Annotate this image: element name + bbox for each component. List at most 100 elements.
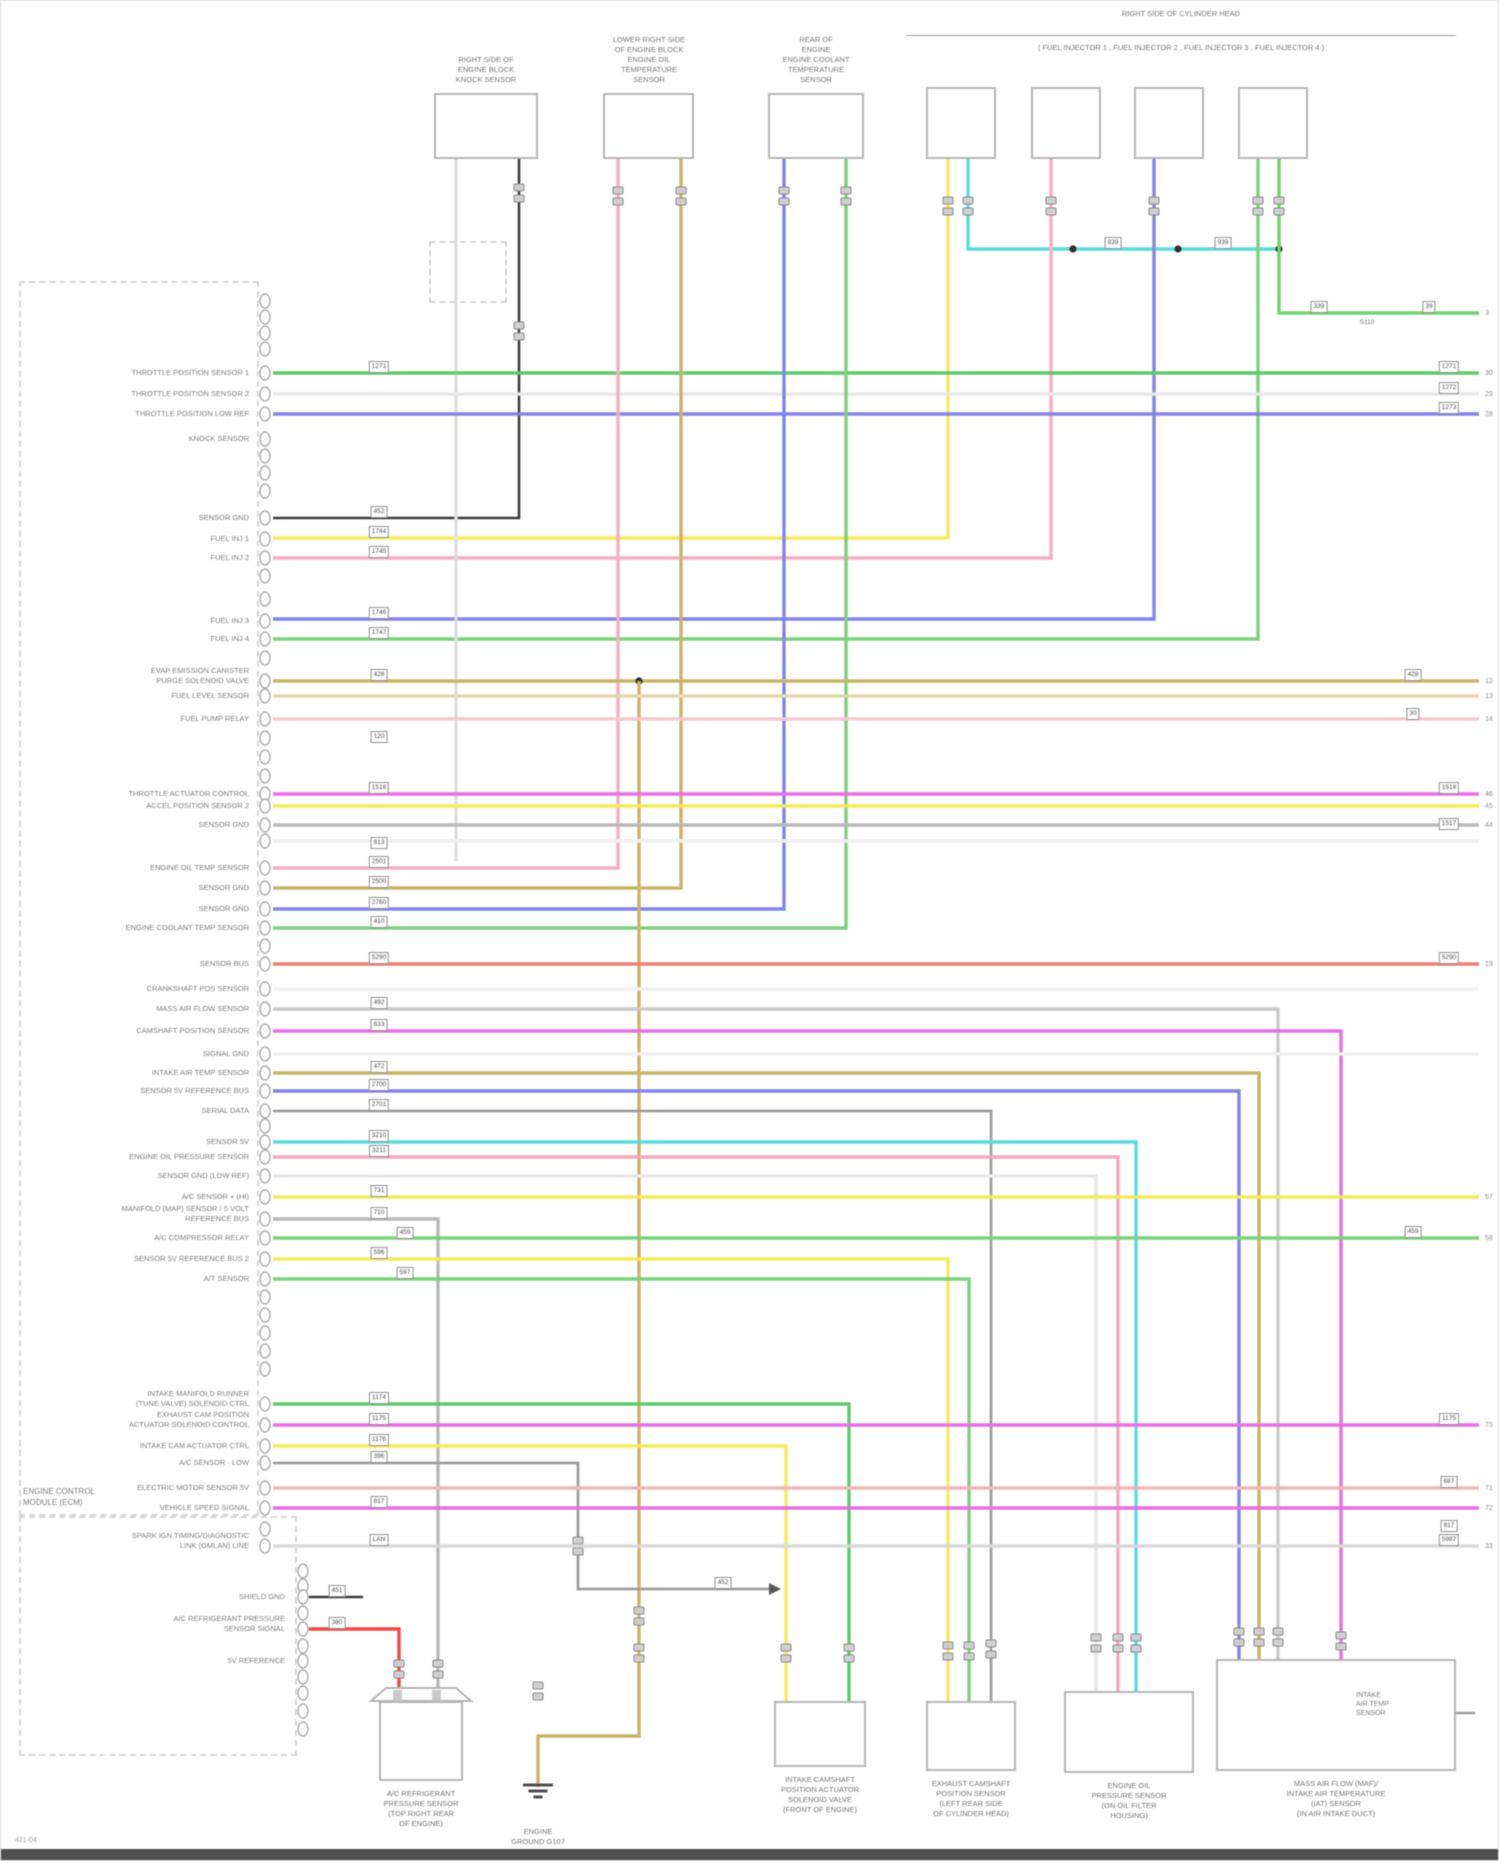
- wire-code-injector4-feed-out: 39: [1422, 301, 1436, 313]
- inline-connector-icon: [1335, 1631, 1347, 1640]
- ecm-row-label-32: A/C COMPRESSOR RELAY: [154, 1233, 249, 1242]
- footer-code: 421-04: [15, 1837, 37, 1844]
- ecm-pin: [259, 673, 271, 689]
- inline-connector-icon: [962, 207, 974, 216]
- inline-connector-icon: [780, 1654, 792, 1663]
- inline-connector-icon: [985, 1650, 997, 1659]
- ecm-pin: [259, 1289, 271, 1305]
- wire-ect-signal: [273, 159, 848, 930]
- wire-inj1-control: [273, 159, 950, 540]
- bracket-subtitle: ( FUEL INJECTOR 1 , FUEL INJECTOR 2 , FU…: [1037, 43, 1325, 52]
- ecm-pin: [259, 860, 271, 876]
- inline-connector-icon: [1272, 1627, 1284, 1636]
- inline-connector-icon: [1253, 1638, 1265, 1647]
- ecm-pin: [297, 1653, 309, 1669]
- inline-connector-icon: [1148, 207, 1160, 216]
- ecm-row-label-38: A/C SENSOR - LOW: [178, 1458, 249, 1467]
- component-intake-cam-actuator-solenoid: [774, 1701, 866, 1767]
- component-inner-label-maf-iat-sensor: AIR TEMP: [1356, 1701, 1389, 1708]
- wire-eop-low: [273, 1174, 1098, 1693]
- ecm-pin: [259, 1023, 271, 1039]
- wire-imrc-control: [273, 1402, 851, 1701]
- inline-connector-icon: [778, 197, 790, 206]
- ecm-row-label-41: LINK (GMLAN) LINE: [179, 1541, 249, 1550]
- ecm-row-label-5: FUEL INJ 1: [210, 534, 249, 543]
- ecm-pin: [259, 1500, 271, 1516]
- component-ac-refrigerant-pressure-sensor: [379, 1701, 463, 1781]
- ecm-pin: [297, 1685, 309, 1701]
- inline-connector-icon: [1272, 1638, 1284, 1647]
- ecm-row-label-25: SENSOR 5V REFERENCE BUS: [140, 1086, 249, 1095]
- inline-connector-icon: [633, 1606, 645, 1615]
- ecm-pin: [259, 1480, 271, 1496]
- edge-pin-number: 30: [1485, 370, 1493, 377]
- ecm-pin: [259, 938, 271, 954]
- inline-connector-icon: [572, 1547, 584, 1556]
- wire-code-eop-signal: 3211: [369, 1145, 389, 1157]
- ecm-pin: [259, 1361, 271, 1377]
- inline-connector-icon: [1273, 207, 1285, 216]
- ecm-row-label-42: SHIELD GND: [239, 1592, 285, 1601]
- ecm-pin: [259, 920, 271, 936]
- component-label-knock-sensor: RIGHT SIDE OF: [458, 55, 514, 64]
- inline-connector-icon: [985, 1639, 997, 1648]
- wire-code-speed-signal: 817: [370, 1496, 388, 1508]
- ecm-pin: [259, 341, 271, 357]
- ecm-pin: [259, 1001, 271, 1017]
- ecm-pin: [259, 365, 271, 381]
- inline-connector-icon: [1148, 196, 1160, 205]
- component-label-engine-oil-temp-sensor: ENGINE OIL: [627, 55, 671, 64]
- component-label-engine-oil-pressure-sensor: HOUSING): [1110, 1811, 1148, 1820]
- inline-connector-icon: [432, 1670, 444, 1679]
- component-label-engine-coolant-temp-sensor: REAR OF: [799, 35, 833, 44]
- ecm-pin: [259, 1521, 271, 1537]
- wire-code-iat-signal: 472: [370, 1061, 388, 1073]
- ecm-row-label-37: INTAKE CAM ACTUATOR CTRL: [139, 1441, 249, 1450]
- component-label-intake-cam-actuator-solenoid: (FRONT OF ENGINE): [782, 1805, 858, 1814]
- ecm-row-label-24: INTAKE AIR TEMP SENSOR: [151, 1068, 249, 1077]
- ecm-row-label-7: FUEL INJ 3: [210, 616, 249, 625]
- ecm-row-label-31: MANIFOLD (MAP) SENSOR / 5 VOLT: [121, 1204, 249, 1213]
- component-engine-oil-pressure-sensor: [1064, 1691, 1194, 1773]
- inline-connector-icon: [962, 196, 974, 205]
- component-label-engine-coolant-temp-sensor: ENGINE: [801, 45, 831, 54]
- ecm-row-label-8: FUEL INJ 4: [210, 634, 249, 643]
- ecm-row-label-4: SENSOR GND: [198, 513, 249, 522]
- ecm-row-label-35: INTAKE MANIFOLD RUNNER: [147, 1389, 249, 1398]
- ecm-pin: [297, 1621, 309, 1637]
- ecm-row-label-36: EXHAUST CAM POSITION: [157, 1410, 249, 1419]
- inline-connector-icon: [1045, 196, 1057, 205]
- bracket-line: [906, 35, 1456, 36]
- component-label-knock-sensor: ENGINE BLOCK: [457, 65, 515, 74]
- ecm-pin: [259, 631, 271, 647]
- inline-connector-icon: [1112, 1633, 1124, 1642]
- component-label-exhaust-cam-position-sensor: (LEFT REAR SIDE: [939, 1799, 1003, 1808]
- inline-connector-icon: [1233, 1638, 1245, 1647]
- ecm-pin: [259, 1455, 271, 1471]
- ecm-pin: [259, 650, 271, 666]
- ecm-row-label-21: MASS AIR FLOW SENSOR: [156, 1004, 249, 1013]
- ecm-row-label-20: CRANKSHAFT POS SENSOR: [146, 984, 249, 993]
- ecm-pin: [259, 768, 271, 784]
- inline-connector-icon: [633, 1617, 645, 1626]
- ecm-row-label-43: A/C REFRIGERANT PRESSURE: [173, 1614, 285, 1623]
- wire-code-ac-hi: 731: [370, 1185, 388, 1197]
- component-label-engine-oil-pressure-sensor: (ON OIL FILTER: [1101, 1801, 1157, 1810]
- component-label-maf-iat-sensor: INTAKE AIR TEMPERATURE: [1286, 1789, 1386, 1798]
- wire-code-sensor-gnd-1: 813: [370, 837, 388, 849]
- wire-code-app2: 1517: [1438, 818, 1460, 830]
- ecm-pin: [259, 1417, 271, 1433]
- component-inner-label-maf-iat-sensor: INTAKE: [1356, 1692, 1381, 1699]
- ecm-pin: [259, 1046, 271, 1062]
- ecm-row-label-6: FUEL INJ 2: [210, 553, 249, 562]
- edge-pin-number: 58: [1485, 1235, 1493, 1242]
- wire-code-ref-5v-bus: 2700: [368, 1079, 390, 1091]
- ecm-row-label-43: SENSOR SIGNAL: [223, 1624, 285, 1633]
- inline-connector-icon: [942, 207, 954, 216]
- ecm-pin: [259, 1271, 271, 1287]
- ecm-row-label-39: ELECTRIC MOTOR SENSOR 5V: [137, 1483, 249, 1492]
- inline-connector-icon: [513, 332, 525, 341]
- inline-connector-icon: [675, 186, 687, 195]
- component-label-engine-oil-temp-sensor: OF ENGINE BLOCK: [614, 45, 684, 54]
- page-bottom-bar: [1, 1849, 1498, 1860]
